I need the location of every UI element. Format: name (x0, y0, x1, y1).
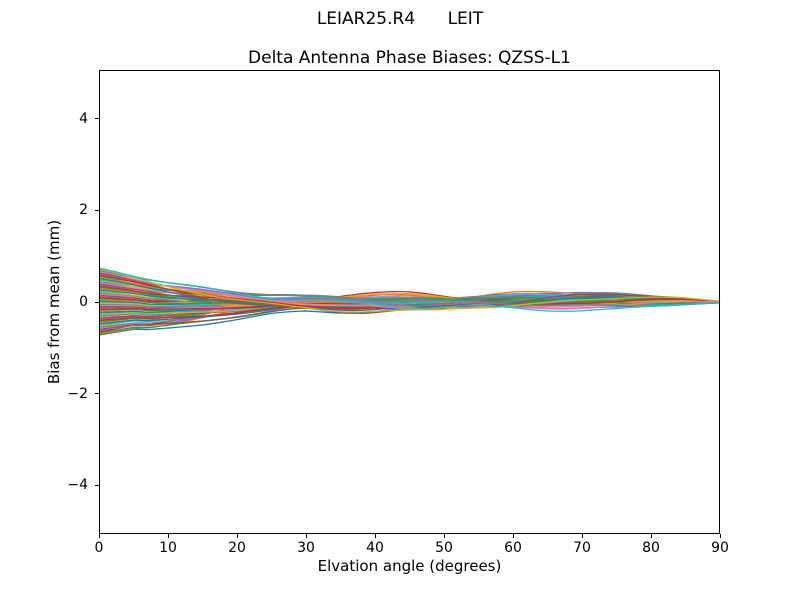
phase-bias-lines-canvas (100, 71, 719, 533)
y-tick-mark (95, 118, 99, 120)
x-tick-mark (512, 534, 514, 538)
x-tick-mark (443, 534, 445, 538)
figure-suptitle: LEIAR25.R4 LEIT (316, 9, 484, 29)
x-tick-mark (719, 534, 721, 538)
x-tick-label: 10 (159, 540, 177, 556)
x-tick-mark (98, 534, 100, 538)
x-tick-mark (650, 534, 652, 538)
x-tick-mark (581, 534, 583, 538)
x-tick-mark (236, 534, 238, 538)
y-tick-mark (95, 393, 99, 395)
x-tick-mark (167, 534, 169, 538)
x-tick-label: 50 (435, 540, 453, 556)
y-tick-label: −4 (67, 477, 88, 494)
x-tick-label: 20 (228, 540, 246, 556)
x-tick-label: 80 (642, 540, 660, 556)
y-axis-label: Bias from mean (mm) (45, 219, 63, 385)
y-tick-mark (95, 209, 99, 211)
y-tick-label: 4 (79, 110, 88, 127)
plot-area (99, 70, 720, 534)
y-tick-label: −2 (67, 385, 88, 402)
x-tick-label: 40 (366, 540, 384, 556)
x-tick-label: 90 (711, 540, 729, 556)
y-tick-mark (95, 301, 99, 303)
x-tick-label: 0 (94, 540, 104, 556)
x-tick-label: 60 (504, 540, 522, 556)
x-tick-label: 70 (573, 540, 591, 556)
y-tick-mark (95, 484, 99, 486)
chart-title: Delta Antenna Phase Biases: QZSS-L1 (248, 48, 571, 68)
x-tick-mark (305, 534, 307, 538)
y-tick-label: 0 (79, 294, 88, 310)
x-axis-label: Elvation angle (degrees) (317, 557, 502, 575)
y-tick-label: 2 (79, 202, 88, 219)
x-tick-mark (374, 534, 376, 538)
x-tick-label: 30 (297, 540, 315, 556)
